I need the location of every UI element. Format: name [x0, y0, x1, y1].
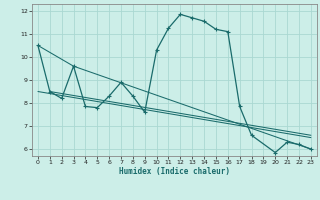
X-axis label: Humidex (Indice chaleur): Humidex (Indice chaleur): [119, 167, 230, 176]
